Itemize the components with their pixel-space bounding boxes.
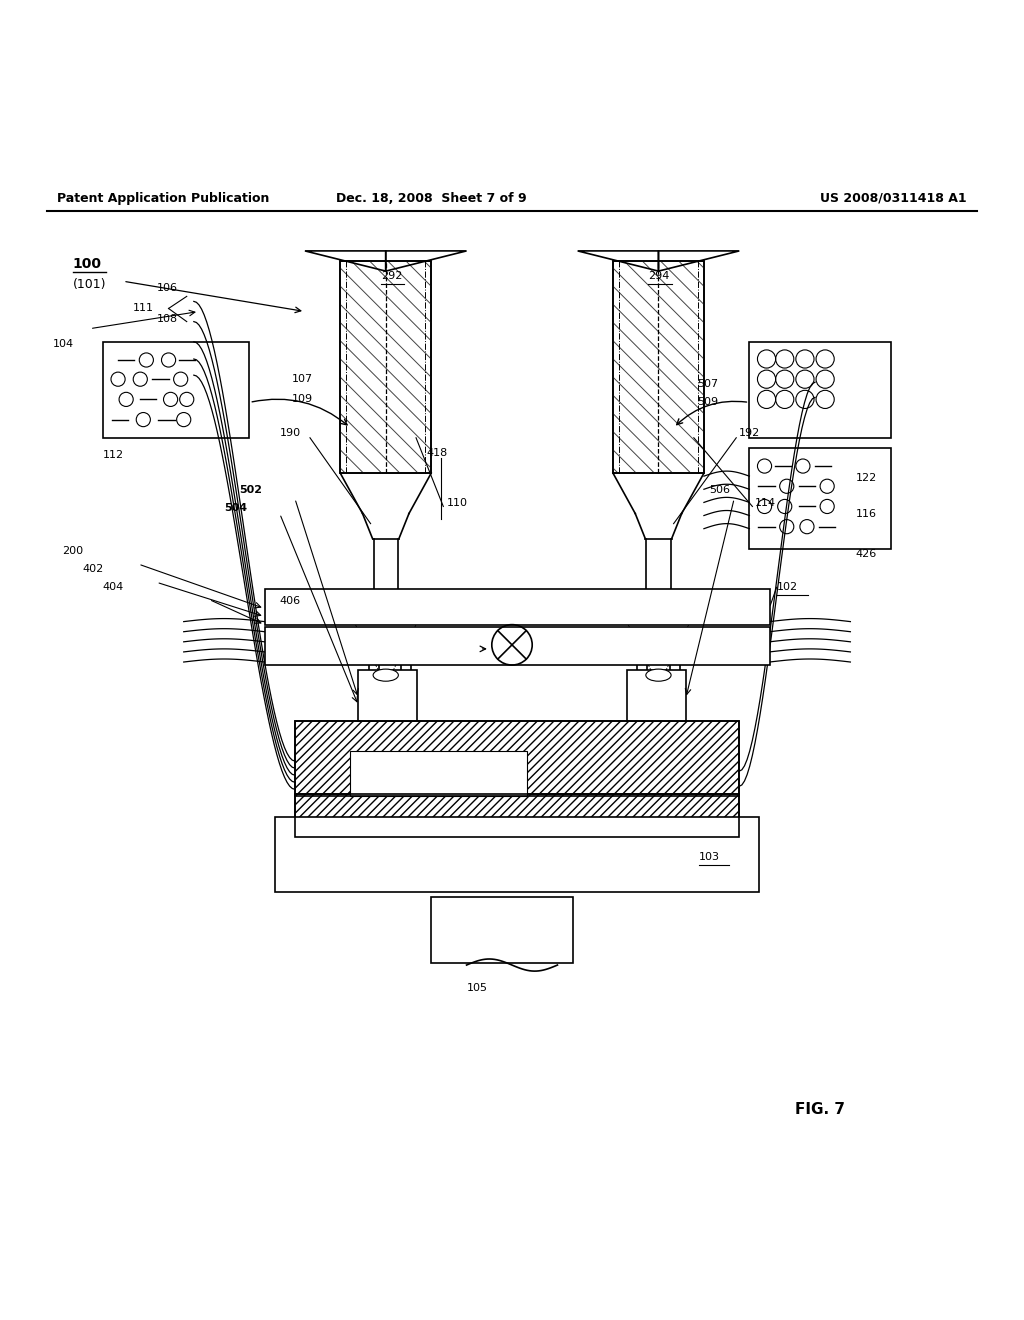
Text: 102: 102	[776, 582, 798, 593]
Text: 104: 104	[52, 339, 74, 348]
Text: 105: 105	[467, 983, 487, 993]
Bar	[295, 721, 739, 796]
Bar	[340, 261, 431, 473]
Text: FIG. 7: FIG. 7	[795, 1102, 845, 1117]
Text: 402: 402	[83, 564, 104, 574]
Bar	[295, 795, 739, 837]
Bar	[295, 721, 739, 796]
Bar	[264, 627, 770, 665]
Text: 406: 406	[280, 597, 301, 606]
Text: 200: 200	[62, 546, 84, 556]
Text: Dec. 18, 2008  Sheet 7 of 9: Dec. 18, 2008 Sheet 7 of 9	[336, 191, 526, 205]
Ellipse shape	[646, 669, 671, 681]
Text: 294: 294	[648, 271, 670, 281]
Text: 110: 110	[446, 499, 467, 508]
Text: 507: 507	[697, 379, 718, 389]
Text: 404: 404	[102, 582, 124, 593]
Text: 114: 114	[755, 499, 775, 508]
Bar	[295, 795, 739, 837]
Text: 502: 502	[240, 486, 262, 495]
Text: 116: 116	[855, 508, 877, 519]
Bar	[350, 751, 527, 796]
Bar	[264, 589, 770, 624]
Bar	[613, 261, 703, 473]
Bar	[613, 261, 703, 473]
Text: 112: 112	[102, 450, 124, 459]
Text: 106: 106	[157, 284, 177, 293]
Bar	[750, 447, 891, 549]
Text: 108: 108	[157, 314, 177, 323]
Text: 509: 509	[697, 397, 718, 408]
Text: 506: 506	[709, 486, 730, 495]
Text: 504: 504	[224, 503, 247, 513]
Bar	[358, 671, 417, 721]
Text: 418: 418	[426, 447, 447, 458]
Text: (101): (101)	[73, 277, 106, 290]
Bar	[750, 342, 891, 438]
Text: 426: 426	[855, 549, 877, 558]
Text: 190: 190	[280, 428, 301, 438]
Text: 107: 107	[292, 374, 313, 384]
Text: 103: 103	[698, 851, 720, 862]
Text: 109: 109	[292, 395, 313, 404]
Bar	[627, 671, 686, 721]
Text: Patent Application Publication: Patent Application Publication	[57, 191, 270, 205]
Bar	[274, 817, 760, 892]
Text: 192: 192	[739, 428, 761, 438]
Text: US 2008/0311418 A1: US 2008/0311418 A1	[820, 191, 967, 205]
Text: 111: 111	[133, 304, 155, 313]
Bar	[102, 342, 250, 438]
Bar	[431, 898, 572, 964]
Text: 292: 292	[381, 271, 402, 281]
Text: 100: 100	[73, 257, 101, 271]
Text: 122: 122	[855, 473, 877, 483]
Bar	[340, 261, 431, 473]
Ellipse shape	[373, 669, 398, 681]
